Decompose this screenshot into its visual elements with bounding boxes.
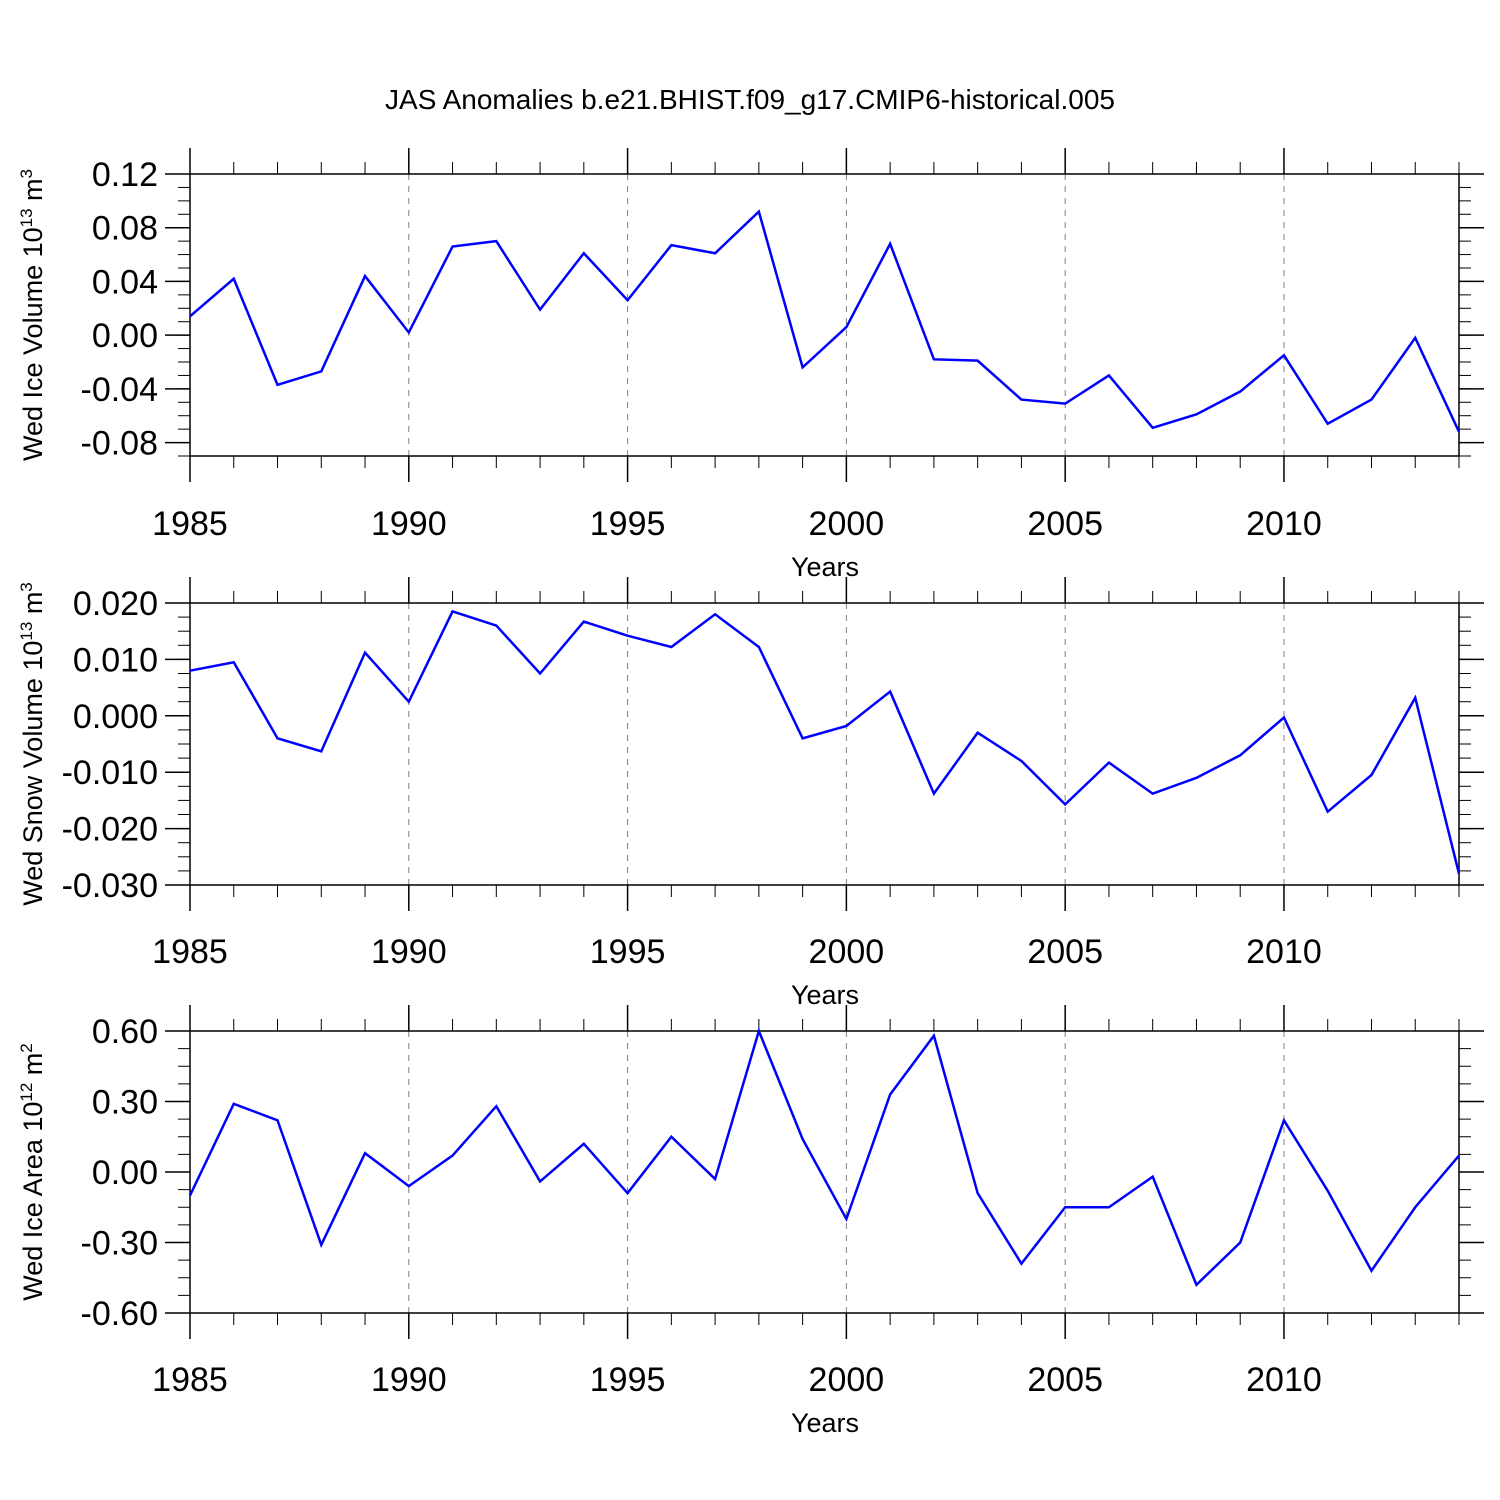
y-tick-label: 0.08 xyxy=(92,210,158,248)
x-tick-label: 1985 xyxy=(152,1361,228,1399)
y-tick-label: -0.020 xyxy=(62,811,158,849)
x-axis-title: Years xyxy=(791,980,859,1010)
y-tick-label: -0.030 xyxy=(62,867,158,905)
y-tick-label: -0.010 xyxy=(62,754,158,792)
y-tick-label: 0.04 xyxy=(92,263,158,301)
y-tick-label: -0.30 xyxy=(81,1225,159,1263)
x-tick-label: 2005 xyxy=(1027,505,1103,543)
x-tick-label: 1985 xyxy=(152,505,228,543)
x-tick-label: 2010 xyxy=(1246,1361,1322,1399)
x-tick-label: 2000 xyxy=(809,1361,885,1399)
panel-2: 0.020 0.010 0.000 -0.010 -0.020 -0.030 1985 199… xyxy=(17,577,1484,1010)
x-tick-label: 1995 xyxy=(590,933,666,971)
y-tick-label: 0.30 xyxy=(92,1084,158,1122)
x-tick-label: 1985 xyxy=(152,933,228,971)
x-tick-label: 2005 xyxy=(1027,1361,1103,1399)
x-tick-label: 2000 xyxy=(809,933,885,971)
series-line xyxy=(189,609,1461,875)
panel-3: 0.60 0.30 0.00 -0.30 -0.60 1985 1990 1995 2000 20… xyxy=(17,1005,1484,1438)
y-tick-label: -0.04 xyxy=(81,371,159,409)
y-tick-label: -0.60 xyxy=(81,1295,159,1333)
y-axis-title: Wed Snow Volume 1013 m3 xyxy=(17,582,48,906)
x-tick-label: 2010 xyxy=(1246,505,1322,543)
plot-frame xyxy=(189,173,1460,457)
y-tick-label: 0.010 xyxy=(73,641,158,679)
y-tick-label: 0.12 xyxy=(92,156,158,194)
series-line xyxy=(189,209,1461,433)
x-tick-label: 1990 xyxy=(371,1361,447,1399)
x-tick-label: 2000 xyxy=(809,505,885,543)
x-tick-label: 1995 xyxy=(590,1361,666,1399)
y-axis-title: Wed Ice Area 1012 m2 xyxy=(17,1043,48,1301)
y-tick-label: 0.020 xyxy=(73,585,158,623)
x-tick-label: 2005 xyxy=(1027,933,1103,971)
x-tick-label: 2010 xyxy=(1246,933,1322,971)
y-axis-title: Wed Ice Volume 1013 m3 xyxy=(17,169,48,461)
y-tick-label: 0.000 xyxy=(73,698,158,736)
y-tick-label: 0.00 xyxy=(92,317,158,355)
series-line xyxy=(188,1027,1460,1287)
chart-title: JAS Anomalies b.e21.BHIST.f09_g17.CMIP6-… xyxy=(385,84,1115,115)
panel-1: 0.12 0.08 0.04 0.00 -0.04 -0.08 1985 1990 1995 20… xyxy=(17,148,1484,582)
plot-frame xyxy=(189,1030,1460,1314)
x-axis-title: Years xyxy=(791,552,859,582)
y-tick-label: 0.60 xyxy=(92,1013,158,1051)
x-axis-title: Years xyxy=(791,1408,859,1438)
x-tick-label: 1990 xyxy=(371,933,447,971)
x-tick-label: 1990 xyxy=(371,505,447,543)
plot-frame xyxy=(189,602,1460,886)
x-tick-label: 1995 xyxy=(590,505,666,543)
y-tick-label: -0.08 xyxy=(81,425,159,463)
y-tick-label: 0.00 xyxy=(92,1154,158,1192)
